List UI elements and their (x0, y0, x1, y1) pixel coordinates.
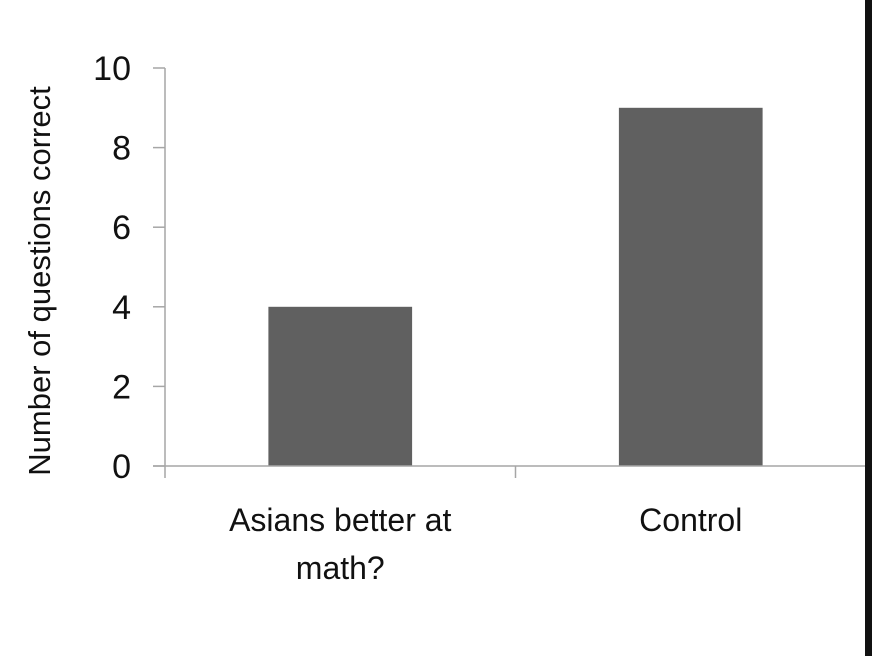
right-border (865, 0, 872, 656)
y-axis-title: Number of questions correct (22, 86, 57, 476)
bar (268, 306, 413, 466)
y-tick-label: 0 (112, 448, 131, 486)
x-category-label: Asians better at math? (229, 502, 451, 586)
y-tick-label: 8 (112, 130, 131, 168)
bar (618, 107, 763, 467)
y-tick-label: 2 (112, 368, 131, 406)
x-axis-ticks (164, 466, 867, 478)
y-tick-label: 4 (112, 289, 131, 327)
y-tick-label: 6 (112, 209, 131, 247)
y-tick-label: 10 (93, 50, 131, 88)
y-axis-ticks: 0 2 4 6 8 10 (93, 50, 165, 486)
x-category-label: Control (639, 502, 742, 538)
category-labels: Asians better at math? Control (229, 502, 742, 586)
bars (268, 107, 763, 467)
